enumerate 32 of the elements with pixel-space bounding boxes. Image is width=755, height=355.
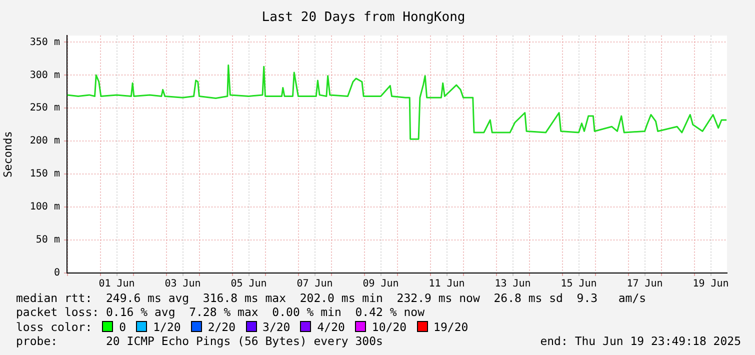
x-tick-label: 05 Jun [230,278,267,290]
y-tick-label: 50 m [36,234,60,246]
text: 2/20 [208,320,236,334]
x-tick-label: 19 Jun [692,278,729,290]
text: 10/20 [372,320,407,334]
y-tick-label: 350 m [30,36,60,48]
text: 4/20 [317,320,345,334]
y-tick-label: 300 m [30,70,60,81]
text: probe: 20 ICMP Echo Pings (56 Bytes) every 300s [16,334,383,348]
text: 3/20 [262,320,290,334]
x-tick-label: 11 Jun [428,278,465,290]
chart-title: Last 20 Days from HongKong [262,10,466,26]
x-tick-label: 13 Jun [494,278,531,290]
x-tick-label: 15 Jun [560,278,597,290]
y-tick-label: 150 m [30,168,60,180]
text: 0 [119,320,126,334]
text: end: Thu Jun 19 23:49:18 2025 [540,334,741,348]
y-tick-label: 200 m [30,136,60,147]
text: median rtt: 249.6 ms avg 316.8 ms max 202.0 ms min 232.9 ms now 26.8 ms sd 9.3 am/s [16,291,646,305]
text: packet loss: 0.16 % avg 7.28 % max 0.00 % min 0.42 % now [16,305,424,320]
y-axis-title: Seconds [1,131,14,178]
text: 1/20 [153,320,181,334]
x-tick-label: 09 Jun [362,278,399,290]
x-tick-label: 17 Jun [626,278,663,290]
x-tick-label: 03 Jun [164,278,201,290]
y-tick-label: 250 m [30,102,60,114]
y-tick-label: 100 m [30,202,60,213]
x-tick-label: 01 Jun [98,278,135,290]
x-tick-label: 07 Jun [296,278,333,290]
y-tick-label: 0 [54,268,60,279]
text: 19/20 [434,320,468,334]
text: loss color: [16,320,92,334]
